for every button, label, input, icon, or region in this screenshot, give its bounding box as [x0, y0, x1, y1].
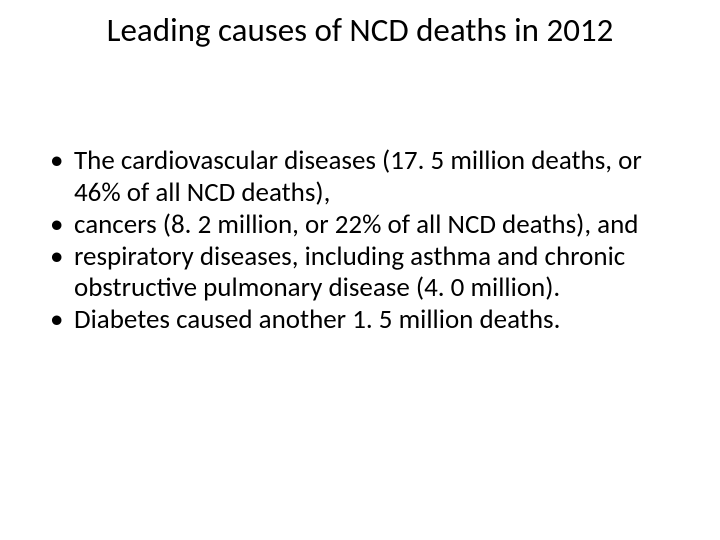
list-item: cancers (8. 2 million, or 22% of all NCD…: [48, 209, 672, 241]
bullet-list: The cardiovascular diseases (17. 5 milli…: [48, 145, 672, 336]
list-item: Diabetes caused another 1. 5 million dea…: [48, 304, 672, 336]
list-item: respiratory diseases, including asthma a…: [48, 241, 672, 305]
slide-title: Leading causes of NCD deaths in 2012: [40, 12, 680, 50]
slide: Leading causes of NCD deaths in 2012 The…: [0, 0, 720, 540]
slide-body: The cardiovascular diseases (17. 5 milli…: [48, 145, 672, 336]
list-item: The cardiovascular diseases (17. 5 milli…: [48, 145, 672, 209]
